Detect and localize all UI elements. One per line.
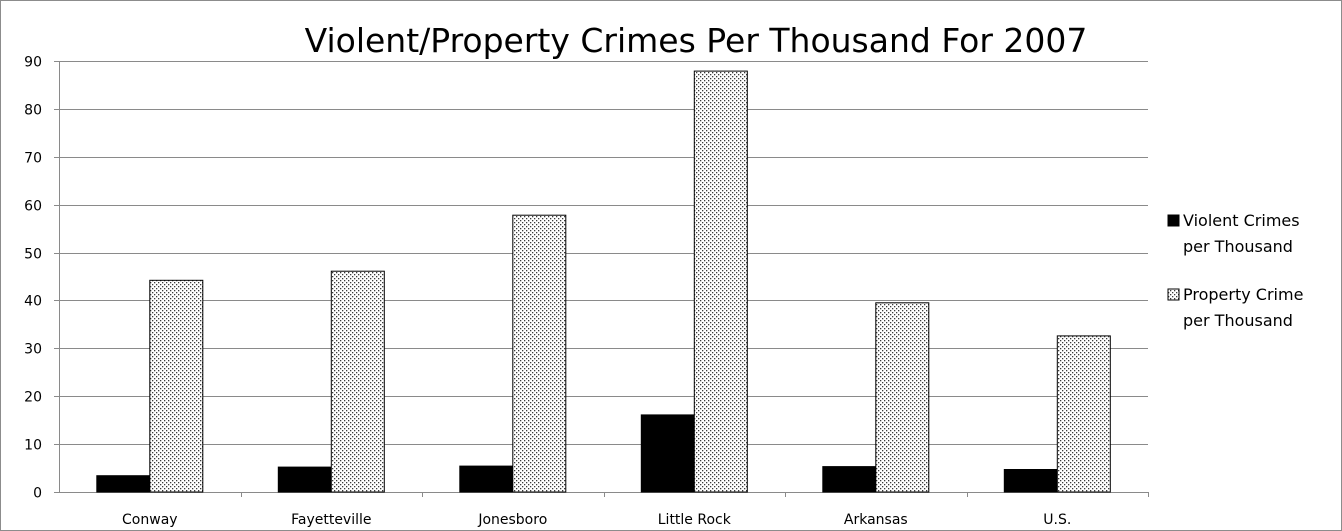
y-tick-label: 70: [24, 151, 42, 167]
bars: [96, 70, 1111, 493]
x-category-label: U.S.: [1043, 512, 1071, 528]
y-tick-label: 90: [24, 55, 42, 71]
property-crime-bar: [149, 279, 204, 493]
legend-label: per Thousand: [1183, 311, 1293, 330]
property-crime-bar: [693, 70, 748, 493]
legend: Violent Crimes per Thousand Property Crime…: [1167, 211, 1303, 330]
x-category-label: Jonesboro: [477, 512, 547, 528]
legend-label: Property Crime: [1183, 285, 1303, 304]
property-crime-bar: [1056, 335, 1111, 493]
violent-crime-bar: [277, 466, 332, 493]
gridlines: [59, 61, 1148, 445]
y-tick-label: 60: [24, 199, 42, 215]
violent-crime-bar: [822, 466, 877, 493]
legend-label: per Thousand: [1183, 237, 1293, 256]
violent-crime-bar: [1003, 469, 1058, 493]
violent-crime-bar: [459, 465, 514, 493]
violent-crime-bar: [96, 475, 151, 493]
violent-crime-bar: [640, 414, 695, 493]
legend-swatch-property: [1167, 288, 1180, 301]
x-category-label: Fayetteville: [291, 512, 371, 528]
chart-title: Violent/Property Crimes Per Thousand For…: [305, 21, 1088, 60]
x-category-label: Little Rock: [658, 512, 732, 528]
y-tick-label: 80: [24, 103, 42, 119]
x-category-label: Arkansas: [844, 512, 908, 528]
y-tick-label: 10: [24, 438, 42, 454]
axes: 0 10 20 30 40 50 60 70 80 90 Conway Fayetteville Jon…: [24, 55, 1149, 528]
y-tick-label: 50: [24, 247, 42, 263]
y-tick-label: 30: [24, 342, 42, 358]
legend-label: Violent Crimes: [1183, 211, 1300, 230]
x-category-label: Conway: [122, 512, 178, 528]
y-tick-label: 20: [24, 390, 42, 406]
property-crime-bar: [875, 302, 930, 493]
property-crime-bar: [330, 270, 385, 493]
y-tick-label: 0: [33, 486, 42, 502]
property-crime-bar: [512, 214, 567, 493]
y-tick-label: 40: [24, 294, 42, 310]
legend-swatch-violent: [1167, 214, 1180, 227]
